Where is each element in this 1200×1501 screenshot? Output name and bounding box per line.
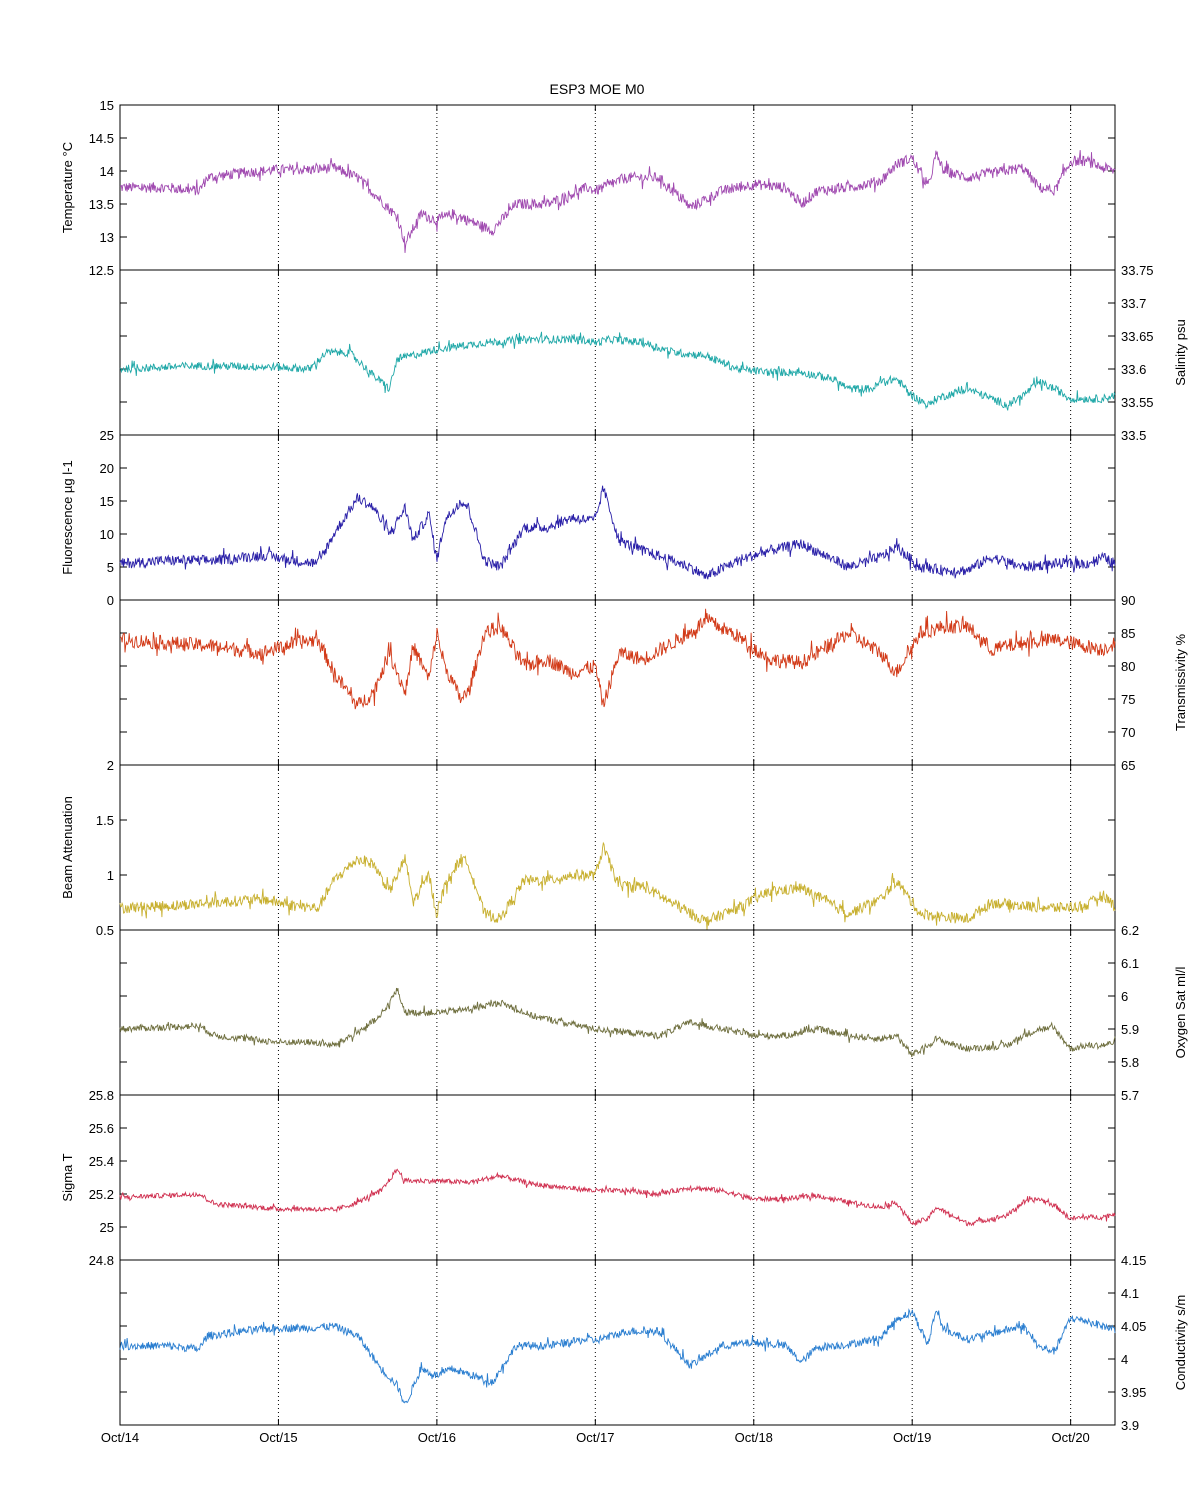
y-tick-label: 20 xyxy=(100,461,114,476)
series-line xyxy=(119,987,1116,1058)
y-tick-label: 13.5 xyxy=(89,197,114,212)
y-tick-label: 33.7 xyxy=(1121,296,1146,311)
x-tick-label: Oct/18 xyxy=(735,1430,773,1445)
y-tick-label: 5.9 xyxy=(1121,1022,1139,1037)
x-tick-label: Oct/16 xyxy=(418,1430,456,1445)
y-axis-label: Fluorescence µg l-1 xyxy=(60,460,75,574)
y-tick-label: 15 xyxy=(100,494,114,509)
series-line xyxy=(119,1168,1116,1227)
y-tick-label: 25 xyxy=(100,1220,114,1235)
y-tick-label: 13 xyxy=(100,230,114,245)
y-tick-label: 10 xyxy=(100,527,114,542)
y-tick-label: 6.1 xyxy=(1121,956,1139,971)
series-line xyxy=(119,841,1116,931)
y-tick-label: 14 xyxy=(100,164,114,179)
y-axis-label: Temperature °C xyxy=(60,142,75,233)
y-tick-label: 25 xyxy=(100,428,114,443)
y-tick-label: 85 xyxy=(1121,626,1135,641)
y-tick-label: 0 xyxy=(107,593,114,608)
series-line xyxy=(119,608,1116,710)
x-tick-label: Oct/15 xyxy=(259,1430,297,1445)
series-line xyxy=(119,1308,1116,1404)
y-axis-label: Beam Attenuation xyxy=(60,796,75,899)
y-tick-label: 3.9 xyxy=(1121,1418,1139,1433)
time-axis: Oct/14 Oct/15 Oct/16 Oct/17 Oct/18 Oct/19 Oct/… xyxy=(101,1430,1090,1445)
panel-8: 3.9 3.95 4 4.05 4.1 4.15 Conductivity s/m xyxy=(119,1253,1188,1433)
y-tick-label: 25.6 xyxy=(89,1121,114,1136)
y-axis-label: Conductivity s/m xyxy=(1173,1295,1188,1390)
x-tick-label: Oct/20 xyxy=(1051,1430,1089,1445)
y-tick-label: 33.75 xyxy=(1121,263,1154,278)
y-tick-label: 4.15 xyxy=(1121,1253,1146,1268)
y-axis-label: Sigma T xyxy=(60,1153,75,1201)
y-tick-label: 4 xyxy=(1121,1352,1128,1367)
y-tick-label: 4.1 xyxy=(1121,1286,1139,1301)
y-tick-label: 6 xyxy=(1121,989,1128,1004)
y-tick-label: 6.2 xyxy=(1121,923,1139,938)
panel-6: 5.7 5.8 5.9 6 6.1 6.2 Oxygen Sat ml/l xyxy=(119,923,1188,1103)
x-tick-label: Oct/19 xyxy=(893,1430,931,1445)
series-line xyxy=(119,150,1116,253)
series-line xyxy=(119,485,1116,580)
figure-title: ESP3 MOE M0 xyxy=(550,81,645,97)
x-tick-label: Oct/14 xyxy=(101,1430,139,1445)
y-tick-label: 90 xyxy=(1121,593,1135,608)
y-axis-label: Transmissivity % xyxy=(1173,634,1188,731)
y-tick-label: 15 xyxy=(100,98,114,113)
y-tick-label: 24.8 xyxy=(89,1253,114,1268)
y-axis-label: Salinity psu xyxy=(1173,319,1188,385)
y-tick-label: 25.2 xyxy=(89,1187,114,1202)
y-tick-label: 1.5 xyxy=(96,813,114,828)
y-tick-label: 5.8 xyxy=(1121,1055,1139,1070)
y-tick-label: 2 xyxy=(107,758,114,773)
y-tick-label: 33.6 xyxy=(1121,362,1146,377)
y-tick-label: 80 xyxy=(1121,659,1135,674)
y-tick-label: 33.5 xyxy=(1121,428,1146,443)
y-tick-label: 12.5 xyxy=(89,263,114,278)
y-tick-label: 0.5 xyxy=(96,923,114,938)
y-tick-label: 25.8 xyxy=(89,1088,114,1103)
y-tick-label: 70 xyxy=(1121,725,1135,740)
y-tick-label: 33.55 xyxy=(1121,395,1154,410)
panel-frame xyxy=(119,1259,1116,1426)
y-tick-label: 65 xyxy=(1121,758,1135,773)
y-tick-label: 4.05 xyxy=(1121,1319,1146,1334)
y-tick-label: 3.95 xyxy=(1121,1385,1146,1400)
y-tick-label: 5.7 xyxy=(1121,1088,1139,1103)
y-axis-label: Oxygen Sat ml/l xyxy=(1173,967,1188,1059)
y-tick-label: 5 xyxy=(107,560,114,575)
y-tick-label: 75 xyxy=(1121,692,1135,707)
y-tick-label: 25.4 xyxy=(89,1154,114,1169)
y-tick-label: 33.65 xyxy=(1121,329,1154,344)
y-tick-label: 1 xyxy=(107,868,114,883)
series-line xyxy=(119,331,1116,411)
x-tick-label: Oct/17 xyxy=(576,1430,614,1445)
y-tick-label: 14.5 xyxy=(89,131,114,146)
